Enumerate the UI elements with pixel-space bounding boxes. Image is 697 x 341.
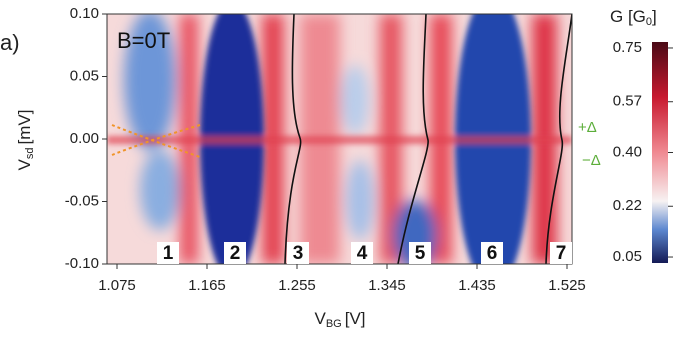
- x-tick-label: 1.255: [278, 277, 316, 294]
- colorbar-tick-label: 0.05: [613, 248, 642, 265]
- region-label: 1: [163, 243, 174, 264]
- region-label-box: [550, 242, 572, 264]
- region-label-box: [287, 242, 309, 264]
- region-label: 6: [487, 243, 498, 264]
- panel-label: a): [0, 30, 20, 55]
- y-tick-label: -0.10: [65, 255, 99, 272]
- x-tick-label: 1.525: [548, 277, 586, 294]
- region-label-box: [351, 242, 373, 264]
- y-tick-label: 0.10: [70, 5, 99, 22]
- y-tick-label: 0.05: [70, 67, 99, 84]
- y-axis-label: Vsd[mV]: [15, 110, 35, 171]
- region-label: 2: [230, 243, 241, 264]
- colorbar-tick-label: 0.75: [613, 39, 642, 56]
- gap-label: −Δ: [582, 152, 601, 169]
- gap-label: +Δ: [578, 119, 597, 136]
- colorbar-label: G [G0]: [610, 7, 657, 27]
- y-tick-label: -0.05: [65, 192, 99, 209]
- heatmap: [107, 14, 572, 264]
- region-label-box: [481, 242, 503, 264]
- region-label-box: [157, 242, 179, 264]
- colorbar-tick-label: 0.40: [613, 143, 642, 160]
- colorbar-tick-label: 0.57: [613, 93, 642, 110]
- colorbar-tick-label: 0.22: [613, 197, 642, 214]
- region-label-box: [224, 242, 246, 264]
- region-label: 5: [415, 243, 426, 264]
- x-tick-label: 1.165: [188, 277, 226, 294]
- x-tick-label: 1.075: [98, 277, 136, 294]
- region-label-box: [409, 242, 431, 264]
- region-label: 7: [556, 243, 567, 264]
- colorbar: [652, 42, 668, 263]
- annotation: B=0T: [117, 28, 170, 53]
- x-axis-label: VBG [V]: [314, 309, 365, 329]
- region-label: 3: [293, 243, 304, 264]
- y-tick-label: 0.00: [70, 130, 99, 147]
- region-label: 4: [357, 243, 368, 264]
- x-tick-label: 1.345: [368, 277, 406, 294]
- x-tick-label: 1.435: [458, 277, 496, 294]
